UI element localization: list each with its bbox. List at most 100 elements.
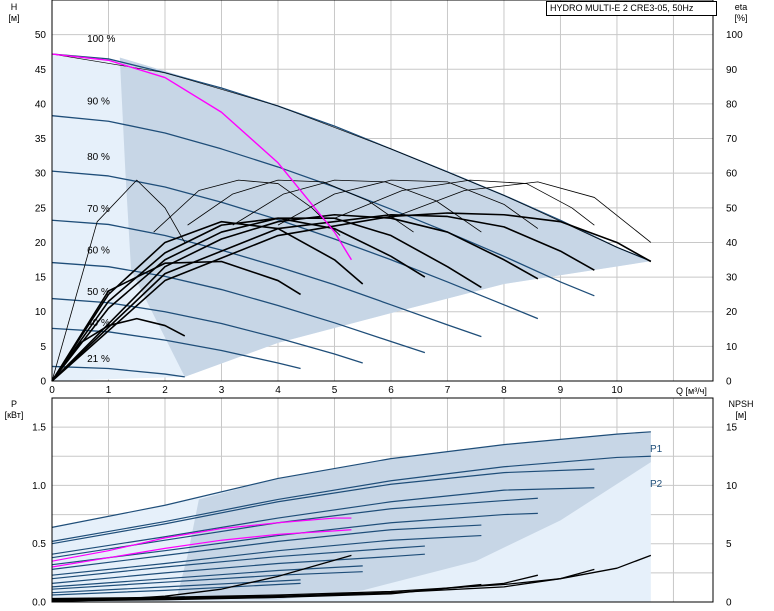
top-y-left-tick-label: 0: [40, 377, 46, 388]
speed-label: 80 %: [87, 152, 110, 163]
speed-label: 40 %: [87, 318, 110, 329]
power-p1-curve: [51, 468, 595, 545]
head-curve: [51, 170, 539, 320]
top-right-axis-unit: [%]: [734, 13, 747, 23]
bottom-curves: P1 P2: [51, 431, 663, 603]
speed-label: 50 %: [87, 287, 110, 298]
power-p2-curve: [51, 512, 538, 566]
top-left-axis-title: H: [11, 2, 18, 12]
top-y-right-tick-label: 100: [726, 30, 743, 41]
power-p1-curve: [51, 431, 651, 528]
npsh-curve: [51, 554, 352, 603]
efficiency-curve: [51, 213, 539, 382]
top-operating-region: [52, 54, 651, 382]
top-y-right-tick-label: 70: [726, 134, 738, 145]
power-p2-curve: [51, 553, 425, 584]
efficiency-curve-upper: [153, 179, 341, 236]
top-x-tick-label: 2: [162, 385, 168, 396]
head-curve-thin: [51, 53, 651, 262]
bottom-left-axis-title: P: [11, 399, 17, 409]
top-y-right-tick-label: 80: [726, 99, 738, 110]
bottom-axes: 0.0 0.5 1.0 1.5 0 5 10 15 P[кВт] NPSH[м]: [5, 397, 754, 609]
bottom-y-right-tick-label: 0: [726, 598, 732, 609]
top-y-right-tick-label: 60: [726, 169, 738, 180]
best-efficiency-path: [51, 53, 353, 261]
efficiency-curve-upper: [232, 179, 482, 233]
p2-label: P2: [650, 479, 663, 490]
bottom-y-left-tick-label: 1.0: [32, 481, 46, 492]
bottom-left-axis-unit: [кВт]: [5, 410, 24, 420]
power-best-path: [51, 517, 352, 562]
bottom-right-axis-unit: [м]: [735, 410, 746, 420]
speed-label: 70 %: [87, 204, 110, 215]
speed-label: 90 %: [87, 96, 110, 107]
top-y-left-tick-label: 15: [35, 273, 47, 284]
power-p2-curve: [51, 534, 482, 576]
top-x-tick-label: 10: [611, 385, 623, 396]
top-y-left-tick-label: 25: [35, 203, 47, 214]
head-curve: [51, 261, 426, 354]
power-p2-curve: [51, 582, 301, 596]
p1-label: P1: [650, 444, 663, 455]
top-x-axis-label: Q [м³/ч]: [676, 386, 707, 396]
speed-label: 60 %: [87, 245, 110, 256]
efficiency-curve-upper: [187, 179, 414, 233]
efficiency-curve: [51, 220, 364, 382]
bottom-y-left-tick-label: 0.5: [32, 539, 46, 550]
power-best-path: [51, 529, 352, 568]
top-x-tick-label: 1: [106, 385, 112, 396]
top-y-left-tick-label: 50: [35, 30, 47, 41]
efficiency-curve-upper: [334, 179, 595, 226]
top-y-right-tick-label: 50: [726, 203, 738, 214]
head-curve: [51, 365, 185, 378]
bottom-region-dark: [176, 431, 651, 600]
bottom-right-axis-title: NPSH: [728, 399, 753, 409]
speed-label: 100 %: [87, 34, 115, 45]
power-p2-curve: [51, 455, 651, 542]
bottom-y-right-tick-label: 5: [726, 539, 732, 550]
top-y-left-tick-label: 10: [35, 307, 47, 318]
top-y-left-tick-label: 20: [35, 238, 47, 249]
power-p1-curve: [51, 545, 425, 580]
top-y-right-tick-label: 90: [726, 65, 738, 76]
chart-title: HYDRO MULTI-E 2 CRE3-05, 50Hz: [550, 3, 694, 13]
top-y-right-tick-label: 0: [726, 377, 732, 388]
power-p2-curve: [51, 487, 595, 555]
head-curve: [51, 219, 482, 338]
top-y-left-tick-label: 30: [35, 169, 47, 180]
speed-label: 21 %: [87, 354, 110, 365]
top-x-tick-label: 3: [219, 385, 225, 396]
top-x-tick-label: 6: [388, 385, 394, 396]
power-p1-curve: [51, 524, 482, 570]
top-axes: 0 1 2 3 4 5 6 7 8 9 100510152025303540455001020304…: [8, 0, 748, 396]
bottom-y-right-tick-label: 15: [726, 423, 738, 434]
bottom-y-left-tick-label: 0.0: [32, 598, 46, 609]
top-x-tick-label: 9: [558, 385, 564, 396]
efficiency-curve-upper: [51, 179, 186, 382]
top-x-tick-label: 0: [49, 385, 55, 396]
top-y-left-tick-label: 35: [35, 134, 47, 145]
power-p1-curve: [51, 565, 363, 588]
top-right-axis-title: eta: [735, 2, 748, 12]
head-curve: [51, 297, 363, 364]
top-x-tick-label: 5: [332, 385, 338, 396]
top-y-left-tick-label: 45: [35, 65, 47, 76]
power-p1-curve: [51, 497, 538, 559]
efficiency-curve: [51, 213, 595, 382]
power-p1-curve: [51, 579, 301, 594]
top-x-tick-label: 8: [501, 385, 507, 396]
efficiency-curve: [51, 260, 301, 382]
bottom-plot-frame: [51, 397, 714, 603]
top-y-right-tick-label: 40: [726, 238, 738, 249]
power-p2-curve: [51, 571, 363, 590]
top-plot-frame: [51, 0, 714, 382]
top-y-right-tick-label: 10: [726, 342, 738, 353]
top-curves: 100 % 90 % 80 % 70 % 60 % 50 % 40 % 21 %: [51, 34, 652, 382]
top-y-right-tick-label: 20: [726, 307, 738, 318]
bottom-y-right-tick-label: 10: [726, 481, 738, 492]
efficiency-curve: [51, 217, 426, 382]
top-left-axis-unit: [м]: [8, 13, 19, 23]
top-y-left-tick-label: 5: [40, 342, 46, 353]
bottom-y-left-tick-label: 1.5: [32, 423, 46, 434]
